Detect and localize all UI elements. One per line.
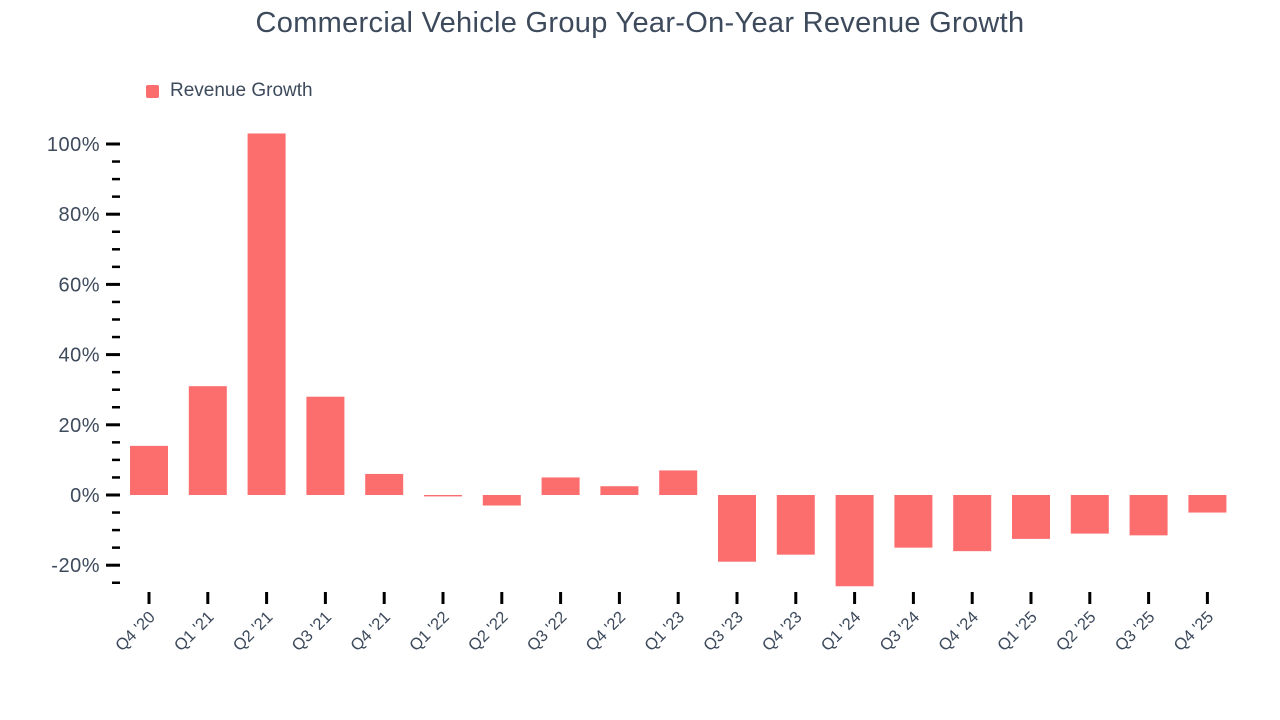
bar-q1-25 bbox=[1012, 495, 1050, 539]
x-category-label: Q4 '20 bbox=[112, 608, 159, 655]
bar-q4-20 bbox=[130, 445, 168, 495]
x-category-label: Q3 '21 bbox=[288, 608, 335, 655]
x-category-label: Q2 '25 bbox=[1053, 608, 1100, 655]
x-category-label: Q3 '25 bbox=[1112, 608, 1159, 655]
bar-q4-23 bbox=[776, 495, 815, 555]
x-category-label: Q2 '21 bbox=[230, 608, 277, 655]
x-category-label: Q1 '22 bbox=[406, 608, 453, 655]
x-category-label: Q2 '22 bbox=[465, 608, 512, 655]
x-category-label: Q4 '24 bbox=[935, 608, 982, 655]
x-category-label: Q1 '21 bbox=[171, 608, 218, 655]
y-tick-label: 60% bbox=[58, 274, 100, 296]
x-category-label: Q4 '25 bbox=[1170, 608, 1217, 655]
legend-label: Revenue Growth bbox=[170, 80, 313, 101]
y-tick-label: 20% bbox=[58, 415, 100, 437]
bar-q4-24 bbox=[953, 495, 992, 552]
bar-q2-25 bbox=[1070, 495, 1109, 534]
bar-q3-23 bbox=[718, 495, 756, 562]
bar-q3-25 bbox=[1129, 495, 1168, 536]
legend-swatch-icon bbox=[146, 84, 159, 98]
bar-q2-22 bbox=[482, 495, 521, 506]
y-tick-label: -20% bbox=[51, 555, 100, 577]
bar-q1-22 bbox=[424, 495, 462, 497]
bar-q3-21 bbox=[306, 396, 345, 495]
x-category-label: Q1 '25 bbox=[994, 608, 1041, 655]
bar-q1-21 bbox=[188, 386, 227, 495]
bar-q1-23 bbox=[659, 470, 698, 495]
bar-q4-25 bbox=[1188, 495, 1227, 513]
x-category-label: Q1 '24 bbox=[818, 608, 865, 655]
x-category-label: Q4 '23 bbox=[759, 608, 806, 655]
x-category-label: Q3 '23 bbox=[700, 608, 747, 655]
y-tick-label: 100% bbox=[47, 134, 100, 156]
chart-title: Commercial Vehicle Group Year-On-Year Re… bbox=[255, 7, 1025, 39]
legend: Revenue Growth bbox=[146, 80, 313, 102]
y-tick-label: 80% bbox=[58, 204, 100, 226]
y-tick-label: 0% bbox=[70, 485, 100, 507]
bar-q3-24 bbox=[894, 495, 933, 548]
bar-q2-21 bbox=[247, 133, 286, 495]
bar-q4-21 bbox=[365, 473, 404, 495]
y-tick-label: 40% bbox=[58, 345, 100, 367]
x-category-label: Q4 '22 bbox=[582, 608, 629, 655]
bar-q1-24 bbox=[835, 495, 874, 587]
bar-q4-22 bbox=[600, 486, 639, 495]
x-category-label: Q3 '22 bbox=[524, 608, 571, 655]
x-category-label: Q4 '21 bbox=[347, 608, 394, 655]
x-category-label: Q1 '23 bbox=[641, 608, 688, 655]
x-category-label: Q3 '24 bbox=[876, 608, 923, 655]
bar-q3-22 bbox=[541, 477, 580, 495]
